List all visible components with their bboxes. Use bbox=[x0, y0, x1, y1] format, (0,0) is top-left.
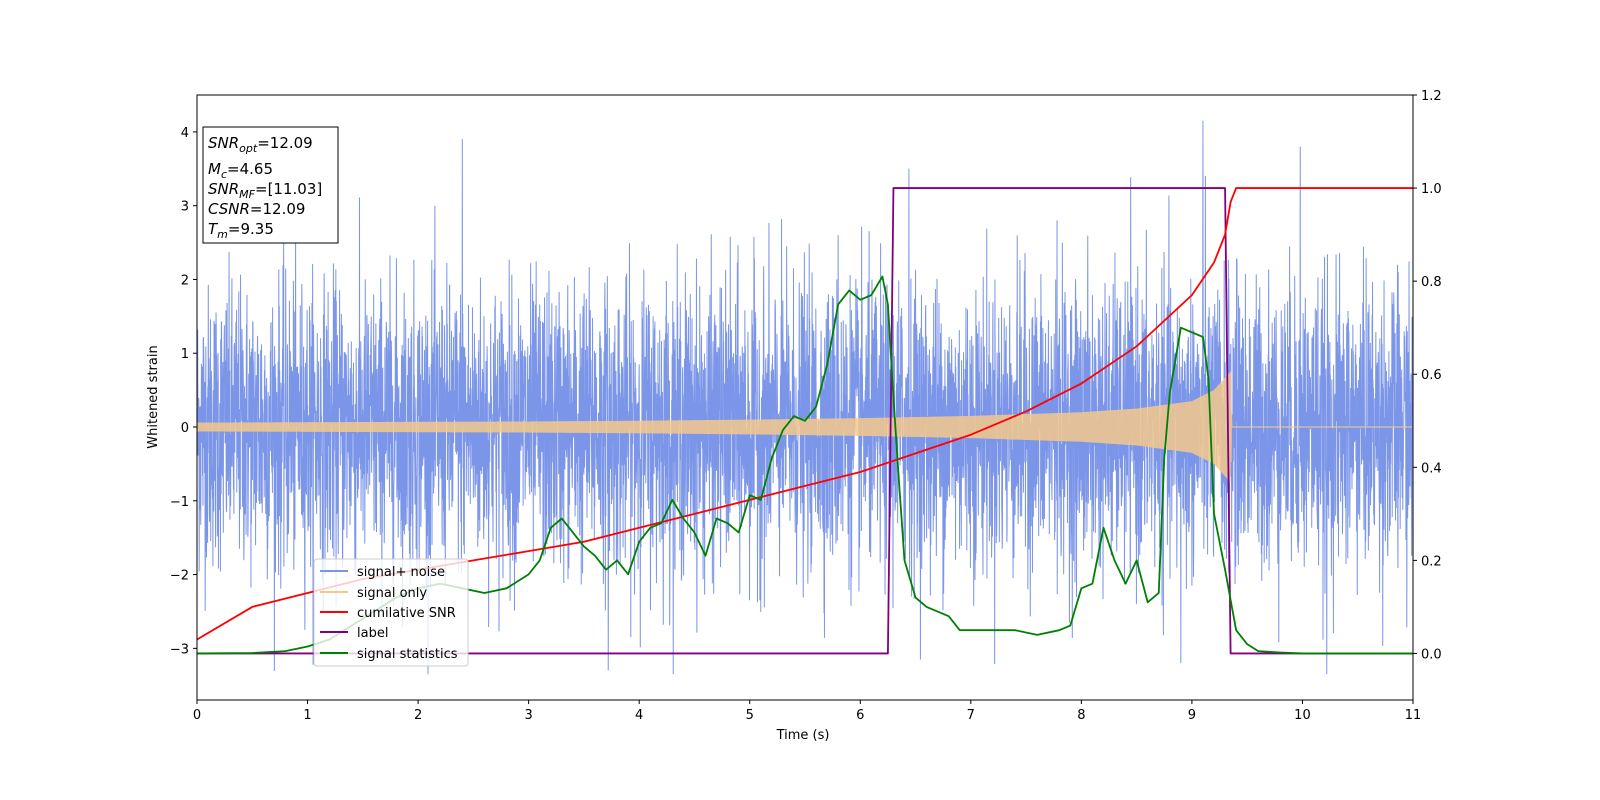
x-tick-label: 0 bbox=[193, 708, 201, 723]
y-tick-label: −2 bbox=[170, 569, 189, 584]
plot-frame bbox=[196, 94, 1414, 701]
y-tick-label: 1 bbox=[181, 347, 189, 362]
x-tick-label: 6 bbox=[856, 708, 864, 723]
x-tick-label: 11 bbox=[1405, 708, 1422, 723]
y-tick-label: 3 bbox=[181, 200, 189, 215]
x-tick-label: 9 bbox=[1188, 708, 1196, 723]
y2-tick-label: 0.8 bbox=[1421, 275, 1442, 290]
y2-tick-label: 0.2 bbox=[1421, 554, 1442, 569]
x-tick-label: 7 bbox=[967, 708, 975, 723]
y-tick-label: 4 bbox=[181, 126, 189, 141]
x-tick-label: 10 bbox=[1294, 708, 1311, 723]
series-signal-statistics bbox=[197, 275, 1413, 655]
info-tm: Tm=9.35 bbox=[208, 220, 274, 241]
x-tick-label: 4 bbox=[635, 708, 643, 723]
info-mc: Mc=4.65 bbox=[208, 160, 273, 181]
series-signal-only bbox=[197, 371, 1413, 482]
y2-tick-label: 0.4 bbox=[1421, 461, 1442, 476]
signal-series bbox=[197, 371, 1413, 482]
legend-label-label: label bbox=[357, 626, 388, 641]
y-axis-label: Whitened strain bbox=[146, 345, 161, 448]
legend-label-signal-only: signal only bbox=[357, 586, 427, 601]
y-tick-label: −1 bbox=[170, 495, 189, 510]
y-axis-right: 0.0 0.2 0.4 0.6 0.8 1.0 1.2 bbox=[1413, 89, 1442, 662]
x-tick-label: 2 bbox=[414, 708, 422, 723]
legend-label-cumulative-snr: cumilative SNR bbox=[357, 606, 456, 621]
info-box: SNRopt=12.09 Mc=4.65 SNRMF=[11.03] CSNR=… bbox=[202, 126, 339, 244]
y2-tick-label: 0.0 bbox=[1421, 647, 1442, 662]
legend-label-signal-statistics: signal statistics bbox=[357, 647, 458, 662]
info-csnr: CSNR=12.09 bbox=[208, 200, 305, 218]
info-snr-opt: SNRopt=12.09 bbox=[208, 134, 313, 155]
y-tick-label: 2 bbox=[181, 273, 189, 288]
y-axis-left: −3 −2 −1 0 1 2 3 4 bbox=[170, 126, 197, 657]
x-axis: 0 1 2 3 4 5 6 7 8 9 10 11 bbox=[193, 700, 1421, 723]
x-tick-label: 5 bbox=[746, 708, 754, 723]
x-tick-label: 1 bbox=[303, 708, 311, 723]
info-snr-mf: SNRMF=[11.03] bbox=[208, 180, 322, 201]
x-axis-label: Time (s) bbox=[776, 728, 830, 743]
y2-tick-label: 1.0 bbox=[1421, 182, 1442, 197]
y-tick-label: 0 bbox=[181, 421, 189, 436]
y2-tick-label: 0.6 bbox=[1421, 368, 1442, 383]
legend: signal+ noise signal only cumilative SNR… bbox=[313, 558, 469, 667]
legend-label-signal-noise: signal+ noise bbox=[357, 565, 445, 580]
x-tick-label: 3 bbox=[524, 708, 532, 723]
y-tick-label: −3 bbox=[170, 642, 189, 657]
x-tick-label: 8 bbox=[1077, 708, 1085, 723]
y2-tick-label: 1.2 bbox=[1421, 89, 1442, 104]
series-label bbox=[197, 187, 1413, 655]
